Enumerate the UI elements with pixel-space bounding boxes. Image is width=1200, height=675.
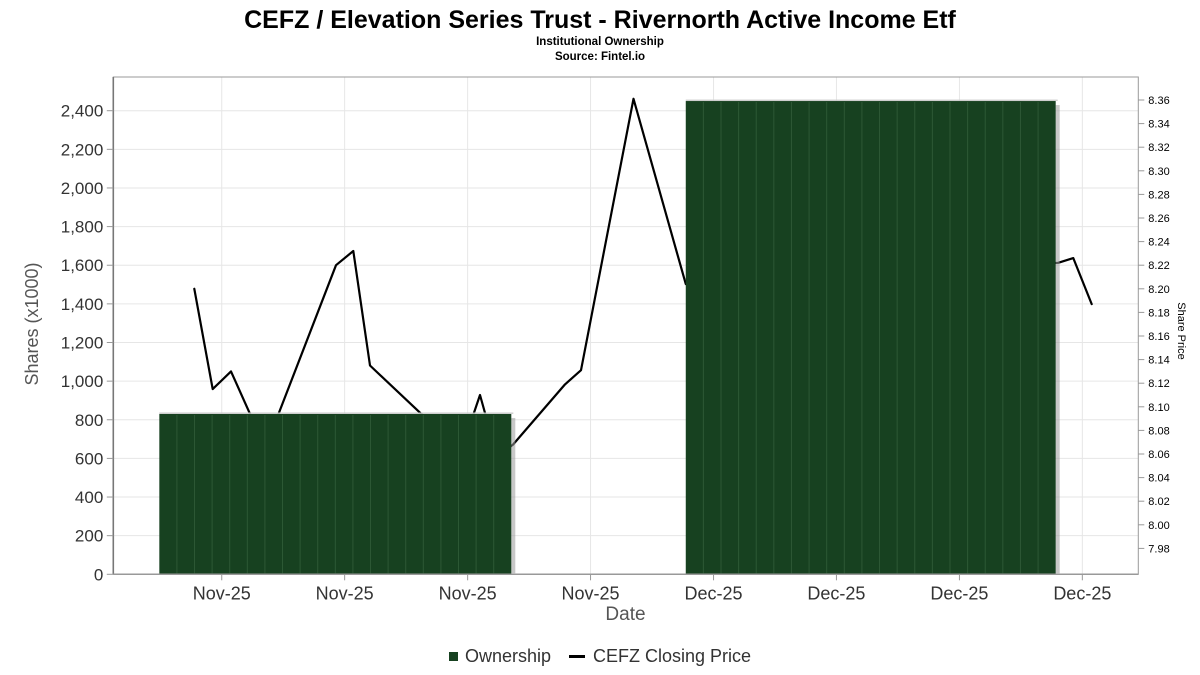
y-left-tick-label: 1,200 [61,334,104,353]
x-tick-label: Dec-25 [685,583,743,603]
y-right-tick-label: 8.06 [1148,449,1169,461]
y-right-tick-label: 8.04 [1148,473,1169,485]
y-right-tick-label: 8.16 [1148,331,1169,343]
x-tick-label: Nov-25 [316,583,374,603]
y-right-tick-label: 8.36 [1148,95,1169,107]
y-right-tick-label: 8.02 [1148,496,1169,508]
y-left-tick-label: 1,800 [61,218,104,237]
y-left-tick-label: 1,400 [61,295,104,314]
x-tick-label: Nov-25 [439,583,497,603]
x-tick-label: Dec-25 [930,583,988,603]
bar-shadow [511,417,516,574]
y-right-tick-label: 8.24 [1148,237,1169,249]
y-left-tick-label: 0 [94,565,103,584]
chart-subtitle: Institutional Ownership [536,36,664,48]
x-tick-label: Dec-25 [1053,583,1111,603]
y-right-tick-label: 8.12 [1148,378,1169,390]
x-axis-title: Date [605,604,646,625]
y-right-tick-label: 8.08 [1148,425,1169,437]
y-right-tick-label: 8.32 [1148,142,1169,154]
y-left-tick-label: 1,000 [61,372,104,391]
legend: Ownership CEFZ Closing Price [0,646,1200,667]
y-left-tick-label: 400 [75,488,103,507]
y-right-tick-label: 8.22 [1148,260,1169,272]
ownership-legend-label: Ownership [464,646,551,666]
y-left-tick-label: 2,000 [61,179,104,198]
y-right-tick-label: 8.00 [1148,520,1169,532]
x-tick-label: Nov-25 [193,583,251,603]
y-right-tick-label: 7.98 [1148,543,1169,555]
y-right-tick-label: 8.34 [1148,119,1169,131]
y-right-tick-label: 8.30 [1148,166,1169,178]
y-left-tick-label: 800 [75,411,103,430]
y-right-tick-label: 8.18 [1148,307,1169,319]
y-left-tick-label: 2,400 [61,102,104,121]
price-legend-label: CEFZ Closing Price [593,646,752,666]
x-tick-label: Nov-25 [562,583,620,603]
y-right-tick-label: 8.14 [1148,355,1169,367]
ownership-legend-marker-icon [448,652,458,661]
y-right-tick-label: 8.20 [1148,284,1169,296]
x-tick-label: Dec-25 [807,583,865,603]
left-axis-title: Shares (x1000) [22,262,42,386]
y-right-tick-label: 8.10 [1148,402,1169,414]
chart-title: CEFZ / Elevation Series Trust - Rivernor… [244,6,956,34]
chart-source: Source: Fintel.io [554,51,646,63]
y-left-tick-label: 1,600 [61,256,104,275]
right-axis-title: Share Price [1175,302,1187,360]
y-right-tick-label: 8.26 [1148,213,1169,225]
ownership-bar-block [685,101,1056,574]
bar-shadow [1055,105,1060,574]
price-legend-marker-icon [569,655,585,658]
y-left-tick-label: 200 [75,527,103,546]
y-left-tick-label: 600 [75,449,103,468]
y-right-tick-label: 8.28 [1148,189,1169,201]
y-left-tick-label: 2,200 [61,140,104,159]
